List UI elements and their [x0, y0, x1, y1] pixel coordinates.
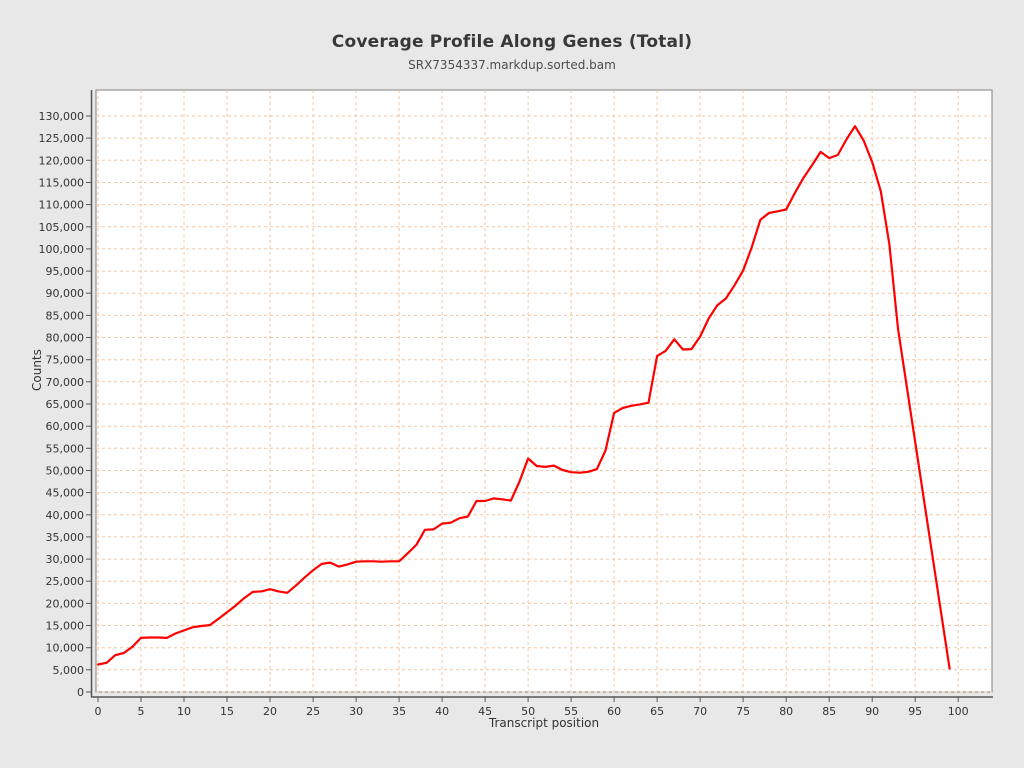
y-tick-label: 95,000 — [46, 265, 85, 278]
y-tick-label: 15,000 — [46, 620, 85, 633]
y-tick-label: 35,000 — [46, 531, 85, 544]
x-axis-title: Transcript position — [488, 716, 600, 730]
y-tick-label: 55,000 — [46, 442, 85, 455]
x-tick-label: 95 — [908, 705, 922, 718]
x-tick-label: 20 — [263, 705, 277, 718]
y-tick-label: 60,000 — [46, 420, 85, 433]
tick-labels: 0 5,000 10,000 15,000 20,000 25,000 30,000 35,0… — [39, 110, 969, 718]
x-tick-label: 85 — [822, 705, 836, 718]
y-tick-label: 65,000 — [46, 398, 85, 411]
y-tick-label: 40,000 — [46, 509, 85, 522]
y-tick-label: 75,000 — [46, 354, 85, 367]
x-tick-label: 50 — [521, 705, 535, 718]
x-tick-label: 75 — [736, 705, 750, 718]
y-tick-label: 25,000 — [46, 575, 85, 588]
y-tick-label: 20,000 — [46, 597, 85, 610]
x-tick-label: 45 — [478, 705, 492, 718]
x-tick-label: 90 — [865, 705, 879, 718]
x-tick-label: 35 — [392, 705, 406, 718]
y-tick-label: 110,000 — [39, 199, 85, 212]
x-tick-label: 65 — [650, 705, 664, 718]
x-tick-label: 100 — [948, 705, 969, 718]
y-tick-label: 80,000 — [46, 332, 85, 345]
x-tick-label: 70 — [693, 705, 707, 718]
y-tick-label: 115,000 — [39, 177, 85, 190]
chart-subtitle: SRX7354337.markdup.sorted.bam — [408, 58, 616, 72]
y-tick-label: 30,000 — [46, 553, 85, 566]
y-tick-label: 85,000 — [46, 309, 85, 322]
y-tick-label: 120,000 — [39, 154, 85, 167]
y-tick-label: 45,000 — [46, 487, 85, 500]
y-tick-label: 5,000 — [53, 664, 85, 677]
y-tick-label: 90,000 — [46, 287, 85, 300]
y-axis-title-text: Counts — [30, 349, 44, 391]
y-tick-label: 100,000 — [39, 243, 85, 256]
series-coverage — [96, 125, 951, 670]
y-tick-label: 0 — [77, 686, 84, 699]
y-tick-label: 105,000 — [39, 221, 85, 234]
x-tick-label: 25 — [306, 705, 320, 718]
coverage-line — [96, 125, 951, 670]
chart-title: Coverage Profile Along Genes (Total) — [331, 32, 693, 52]
gridlines — [96, 90, 992, 693]
y-tick-label: 130,000 — [39, 110, 85, 123]
plot-area — [95, 89, 993, 693]
y-tick-label: 70,000 — [46, 376, 85, 389]
y-tick-label: 10,000 — [46, 642, 85, 655]
y-tick-label: 50,000 — [46, 465, 85, 478]
x-tick-label: 55 — [564, 705, 578, 718]
x-tick-label: 80 — [779, 705, 793, 718]
x-tick-label: 5 — [138, 705, 145, 718]
axes — [86, 90, 993, 702]
x-tick-label: 15 — [220, 705, 234, 718]
x-tick-label: 60 — [607, 705, 621, 718]
x-tick-label: 10 — [177, 705, 191, 718]
x-tick-label: 40 — [435, 705, 449, 718]
y-tick-label: 125,000 — [39, 132, 85, 145]
x-tick-label: 0 — [95, 705, 102, 718]
x-tick-label: 30 — [349, 705, 363, 718]
